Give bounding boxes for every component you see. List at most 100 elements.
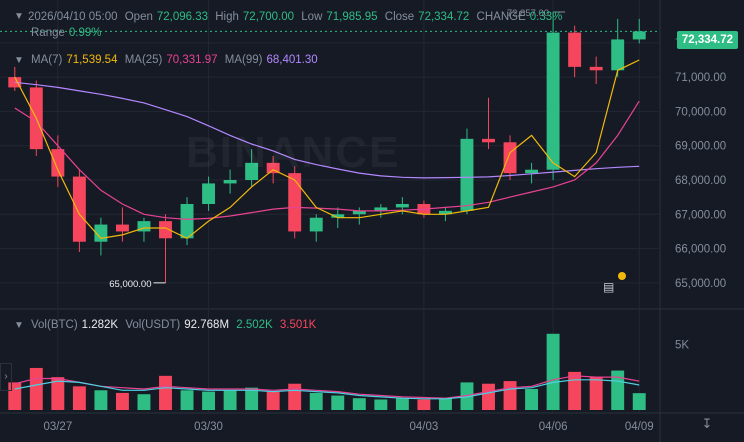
candle-body — [159, 221, 172, 239]
vol-btc-value: 1.282K — [81, 319, 119, 331]
ma25-value: 70,331.97 — [166, 54, 218, 66]
high-marker-label: 72,857.00 — [507, 8, 549, 19]
current-price-tag: 72,334.72 — [676, 31, 738, 49]
ma25-line — [14, 100, 640, 221]
candle-body — [632, 31, 646, 40]
ma99-label: MA(99) — [224, 54, 263, 66]
datetime: 2026/04/10 05:00 — [28, 11, 118, 23]
ma7-value: 71,539.54 — [66, 54, 118, 66]
volume-bar — [395, 398, 409, 410]
volume-bar — [546, 333, 560, 410]
change-value: 0.33% — [529, 11, 563, 23]
candle-body — [180, 204, 194, 239]
candle-body — [72, 176, 86, 242]
volume-bar — [309, 392, 323, 410]
high-label: High — [215, 11, 239, 23]
ma-legend: MA(7) 71,539.54 MA(25) 70,331.97 MA(99) 68,… — [31, 53, 322, 67]
volume-ma-slow-line — [14, 379, 640, 400]
candle-body — [245, 162, 259, 180]
ma99-value: 68,401.30 — [266, 54, 318, 66]
high-value: 72,700.00 — [242, 11, 295, 23]
low-marker-label: 65,000.00 — [109, 279, 151, 290]
low-value: 71,985.95 — [326, 11, 378, 23]
volume-bar — [72, 386, 86, 410]
volume-bar — [288, 383, 302, 410]
vol-usdt-value: 92.768M — [184, 319, 230, 331]
close-label: Close — [384, 11, 415, 23]
close-value: 72,334.72 — [418, 11, 470, 23]
date-tick-label: 04/06 — [539, 421, 568, 433]
volume-bar — [115, 392, 129, 410]
vol-usdt-label: Vol(USDT) — [125, 319, 181, 331]
indicator-icon[interactable]: ▤ — [603, 280, 615, 294]
volume-bar — [223, 390, 237, 410]
volume-bar — [525, 388, 539, 410]
volume-bar — [245, 387, 259, 410]
price-tick-label: 71,000.00 — [675, 72, 726, 84]
vol-usdt-green-value: 2.502K — [236, 319, 273, 331]
range-row: Range 0.99% — [31, 26, 106, 40]
candle-body — [309, 217, 323, 232]
ma-collapse-chevron-icon[interactable]: ▼ — [14, 55, 24, 66]
ma7-label: MA(7) — [31, 54, 63, 66]
ohlc-header: 2026/04/10 05:00 Open 72,096.33 High 72,70… — [28, 10, 566, 24]
date-tick-label: 03/27 — [43, 421, 72, 433]
ma7-line — [14, 59, 640, 240]
volume-bar — [202, 391, 216, 410]
candle-body — [482, 138, 495, 143]
candle-body — [51, 149, 65, 177]
ma99-line — [14, 81, 640, 179]
date-tick-label: 04/03 — [410, 421, 439, 433]
volume-bar — [374, 399, 388, 410]
volume-bar — [94, 390, 108, 410]
volume-bar — [589, 377, 603, 410]
candle-body — [137, 221, 151, 232]
price-tick-label: 68,000.00 — [675, 175, 726, 187]
volume-bar — [51, 377, 65, 410]
range-value: 0.99% — [68, 27, 102, 39]
candle-body — [503, 142, 517, 174]
candle-body — [202, 183, 216, 204]
candle-body — [331, 214, 345, 218]
range-label: Range — [31, 27, 65, 39]
auto-scale-icon[interactable]: ↧ — [701, 416, 713, 431]
volume-bar — [331, 395, 345, 410]
vol-collapse-chevron-icon[interactable]: ▼ — [14, 320, 24, 331]
vol-usdt-red-value: 3.501K — [279, 319, 317, 331]
candle-body — [223, 180, 237, 184]
price-tick-label: 65,000.00 — [675, 278, 726, 290]
ma25-label: MA(25) — [124, 54, 163, 66]
collapse-chevron-icon[interactable]: ▼ — [14, 11, 24, 22]
volume-bar — [460, 382, 474, 410]
candle-body — [546, 32, 560, 170]
scroll-left-icon[interactable]: › — [0, 363, 12, 391]
candle-body — [438, 210, 452, 215]
volume-bar — [29, 367, 43, 410]
candle-body — [395, 204, 409, 208]
candle-body — [266, 162, 280, 174]
candle-body — [460, 138, 474, 211]
price-tick-label: 66,000.00 — [675, 244, 726, 256]
price-tick-label: 69,000.00 — [675, 141, 726, 153]
price-tick-label: 70,000.00 — [675, 106, 726, 118]
volume-ma-fast-line — [14, 375, 640, 399]
volume-bar — [632, 393, 646, 410]
date-tick-label: 04/09 — [625, 421, 654, 433]
volume-bar — [438, 398, 452, 410]
candle-body — [115, 224, 129, 232]
watermark: BINANCE — [186, 128, 401, 177]
volume-bar — [352, 398, 366, 410]
price-tick-label: 67,000.00 — [675, 209, 726, 221]
change-label: CHANGE — [476, 11, 526, 23]
vol-btc-label: Vol(BTC) — [31, 319, 78, 331]
candle-body — [8, 77, 22, 88]
candle-body — [589, 66, 603, 71]
candle-body — [568, 32, 582, 67]
volume-bar — [417, 399, 431, 410]
candle-body — [525, 169, 539, 174]
low-label: Low — [301, 11, 323, 23]
open-value: 72,096.33 — [156, 11, 209, 23]
volume-bar — [159, 375, 172, 410]
date-tick-label: 03/30 — [194, 421, 223, 433]
volume-tick-label: 5K — [675, 339, 689, 351]
